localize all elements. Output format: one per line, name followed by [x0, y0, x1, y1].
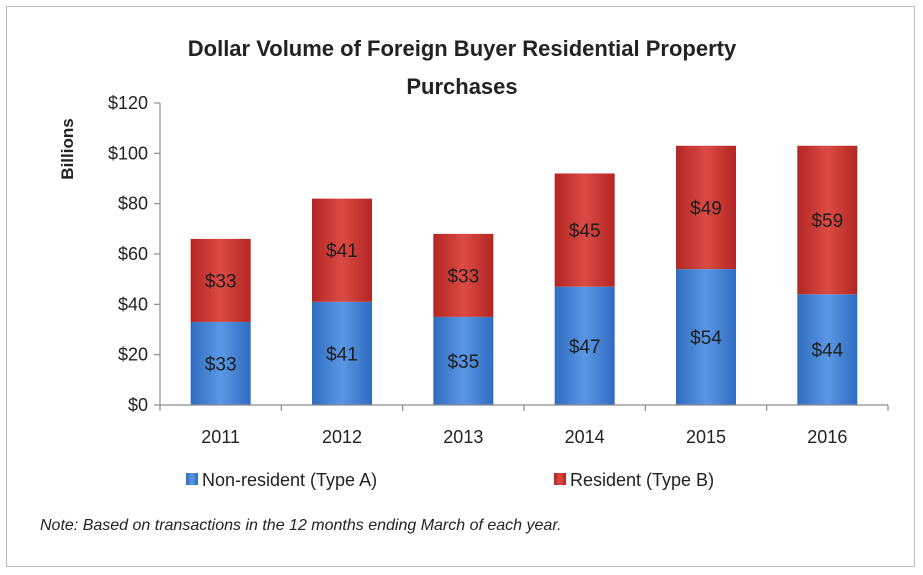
data-label-resident: $33 — [447, 266, 479, 287]
bar-resident — [190, 238, 251, 322]
bar-non-resident — [797, 294, 858, 405]
x-tick-label: 2012 — [322, 427, 362, 447]
x-axis: 2011 2012 2013 2014 2015 2016 — [159, 404, 889, 447]
y-tick-label: $100 — [108, 143, 148, 163]
data-label-non-resident: $41 — [326, 344, 358, 365]
bar-resident — [433, 233, 494, 317]
data-label-resident: $33 — [205, 271, 237, 292]
legend-swatch-resident — [554, 473, 566, 485]
data-label-resident: $45 — [569, 221, 601, 242]
legend: Non-resident (Type A) Resident (Type B) — [186, 470, 714, 490]
data-label-resident: $59 — [811, 211, 843, 232]
legend-swatch-non-resident — [186, 473, 198, 485]
x-tick-label: 2011 — [201, 427, 240, 447]
data-label-non-resident: $33 — [205, 354, 237, 375]
x-tick-label: 2015 — [686, 427, 726, 447]
data-label-non-resident: $35 — [447, 352, 479, 373]
data-label-non-resident: $44 — [811, 341, 843, 362]
data-label-resident: $41 — [326, 241, 358, 262]
y-tick-label: $20 — [118, 345, 148, 365]
bar-resident — [554, 173, 615, 287]
bar-non-resident — [312, 301, 372, 405]
data-label-non-resident: $54 — [690, 328, 722, 349]
x-tick-label: 2014 — [565, 427, 605, 447]
chart-note: Note: Based on transactions in the 12 mo… — [40, 517, 562, 534]
y-axis: $0 $20 $40 $60 $80 $100 $120 — [108, 93, 161, 415]
y-tick-label: $60 — [118, 244, 148, 264]
bar-non-resident — [433, 316, 494, 405]
y-tick-label: $40 — [118, 294, 148, 314]
x-tick-label: 2016 — [807, 427, 847, 447]
y-tick-label: $0 — [128, 395, 148, 415]
bar-non-resident — [676, 269, 736, 405]
y-tick-label: $120 — [108, 93, 148, 113]
legend-label-non-resident: Non-resident (Type A) — [202, 470, 377, 490]
bar-non-resident — [554, 286, 615, 405]
y-tick-label: $80 — [118, 194, 148, 214]
y-axis-label: Billions — [58, 118, 77, 179]
bars: $33 $33 $41 $41 $35 $33 $47 $45 $54 $49 $44 $59 — [190, 145, 858, 405]
x-tick-label: 2013 — [443, 427, 483, 447]
chart-title-line-2: Purchases — [406, 74, 517, 99]
bar-resident — [312, 198, 372, 302]
bar-resident — [676, 145, 736, 270]
chart-title-line-1: Dollar Volume of Foreign Buyer Residenti… — [188, 36, 737, 61]
legend-label-resident: Resident (Type B) — [570, 470, 714, 490]
data-label-resident: $49 — [690, 198, 722, 219]
bar-non-resident — [190, 321, 251, 405]
data-label-non-resident: $47 — [569, 337, 601, 358]
bar-resident — [797, 145, 858, 295]
